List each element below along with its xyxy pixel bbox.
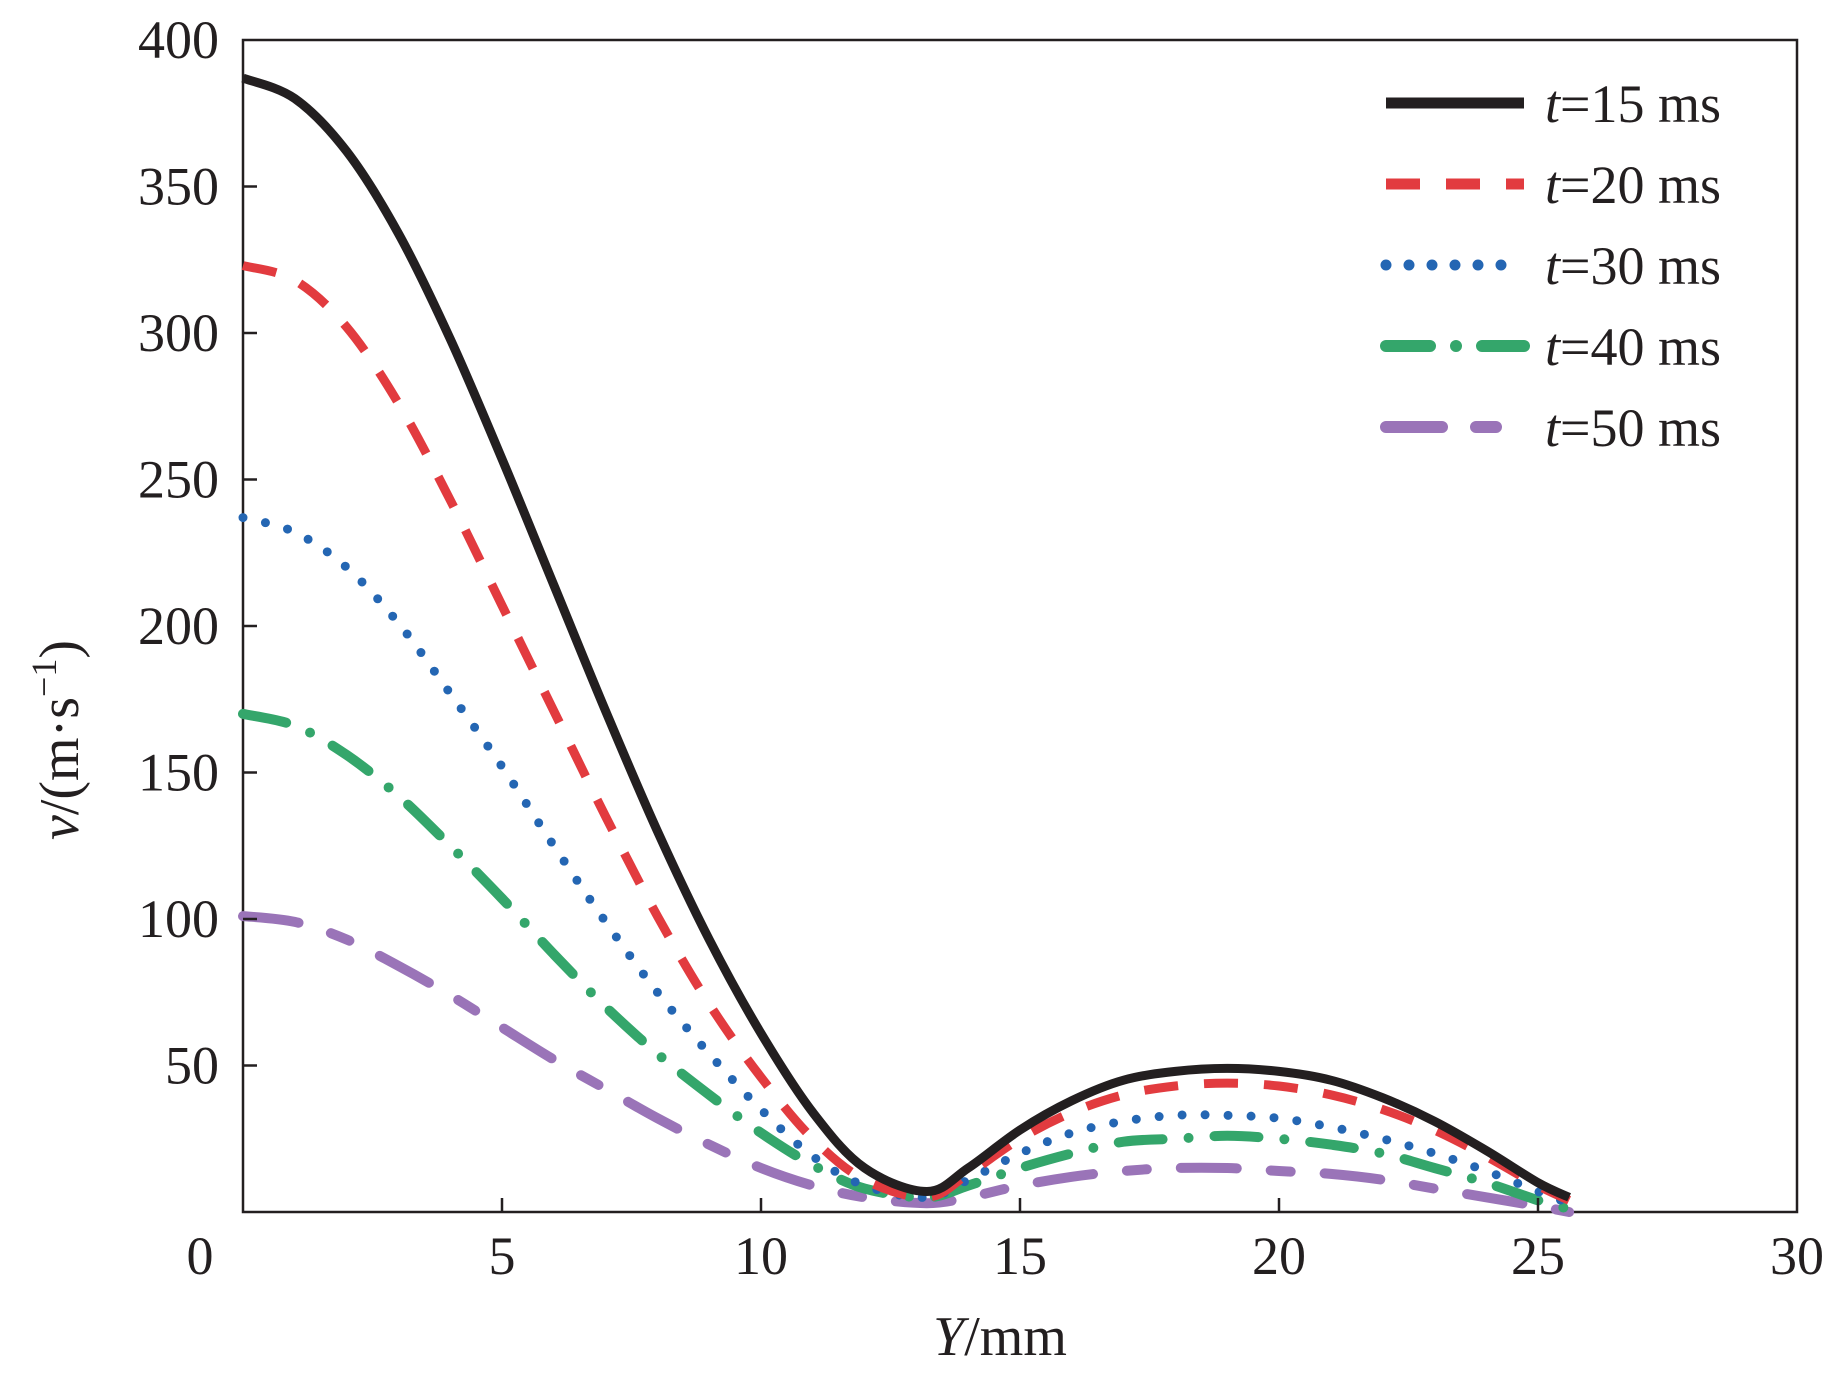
series-line-4: [238, 708, 1575, 1215]
legend-label-variable: t: [1545, 155, 1562, 215]
y-tick-label: 300: [138, 303, 219, 363]
legend-label-variable: t: [1545, 398, 1562, 458]
x-tick-label: 15: [993, 1226, 1047, 1286]
legend-label-value: =50 ms: [1560, 398, 1721, 458]
x-axis-variable: Y: [933, 1306, 970, 1368]
y-axis-unit: /(m·s: [29, 697, 91, 815]
y-axis-variable: v: [29, 815, 91, 840]
y-tick-label: 250: [138, 450, 219, 510]
y-tick-label: 100: [138, 889, 219, 949]
legend-label-4: t=40 ms: [1545, 317, 1721, 377]
legend-label-variable: t: [1545, 317, 1562, 377]
legend-label-value: =40 ms: [1560, 317, 1721, 377]
legend-label-variable: t: [1545, 74, 1562, 134]
x-tick-label: 10: [734, 1226, 788, 1286]
legend-label-value: =30 ms: [1560, 236, 1721, 296]
y-tick-label: 350: [138, 157, 219, 217]
y-tick-label: 400: [138, 10, 219, 70]
series-line-5: [238, 911, 1575, 1217]
legend-label-3: t=30 ms: [1545, 236, 1721, 296]
legend-label-2: t=20 ms: [1545, 155, 1721, 215]
y-tick-label: 150: [138, 743, 219, 803]
legend-label-5: t=50 ms: [1545, 398, 1721, 458]
x-tick-label: 5: [489, 1226, 516, 1286]
series-line-2: [241, 261, 1572, 1205]
y-tick-label: 50: [165, 1036, 219, 1096]
tick-layer: 0 5 10 15 20 25 30 50 100 150 200 250 300 350 400: [138, 10, 1824, 1286]
legend-label-variable: t: [1545, 236, 1562, 296]
y-axis-unit-close: ): [29, 640, 91, 659]
y-tick-label: 200: [138, 596, 219, 656]
x-axis-title: Y/mm: [933, 1306, 1067, 1368]
legend: t=15 mst=20 mst=30 mst=40 mst=50 ms: [1380, 74, 1721, 458]
plot-border: [241, 38, 1799, 1214]
y-axis-title: v/(m·s−1): [24, 640, 91, 840]
legend-label-1: t=15 ms: [1545, 74, 1721, 134]
legend-label-value: =15 ms: [1560, 74, 1721, 134]
plot-area: [241, 38, 1799, 1214]
x-tick-label: 20: [1252, 1226, 1306, 1286]
y-axis-unit-exponent: −1: [24, 659, 64, 697]
series-layer: [238, 73, 1575, 1217]
x-axis-unit: /mm: [964, 1306, 1067, 1368]
x-tick-label: 25: [1511, 1226, 1565, 1286]
series-line-3: [238, 513, 1574, 1208]
legend-label-value: =20 ms: [1560, 155, 1721, 215]
series-line-1: [241, 73, 1571, 1202]
x-tick-label: 0: [187, 1226, 214, 1286]
x-tick-label: 30: [1770, 1226, 1824, 1286]
